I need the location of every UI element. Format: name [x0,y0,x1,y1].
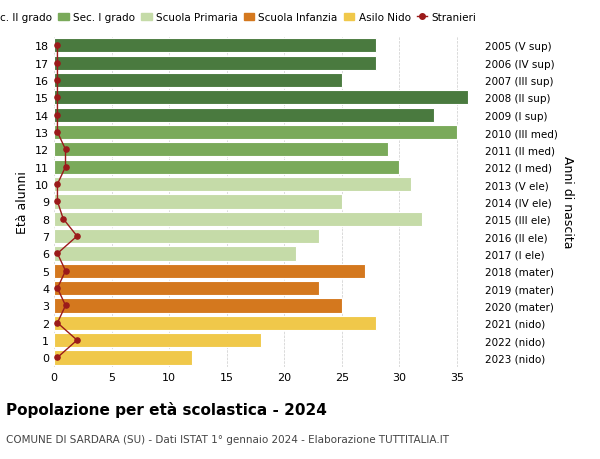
Bar [54,91,469,105]
Y-axis label: Età alunni: Età alunni [16,171,29,233]
Bar [54,195,342,209]
Bar [54,247,296,261]
Point [53,77,62,84]
Point [72,233,82,240]
Point [61,146,70,154]
Text: COMUNE DI SARDARA (SU) - Dati ISTAT 1° gennaio 2024 - Elaborazione TUTTITALIA.IT: COMUNE DI SARDARA (SU) - Dati ISTAT 1° g… [6,434,449,444]
Bar [54,299,342,313]
Bar [54,230,319,244]
Bar [54,212,422,226]
Bar [54,178,411,192]
Y-axis label: Anni di nascita: Anni di nascita [562,156,574,248]
Point [53,43,62,50]
Bar [54,333,261,347]
Text: Popolazione per età scolastica - 2024: Popolazione per età scolastica - 2024 [6,402,327,418]
Point [61,302,70,309]
Point [53,354,62,361]
Bar [54,160,400,174]
Bar [54,281,319,296]
Point [61,268,70,275]
Bar [54,316,376,330]
Point [53,181,62,188]
Point [53,198,62,206]
Point [53,250,62,257]
Bar [54,56,376,71]
Point [61,164,70,171]
Bar [54,74,342,88]
Point [53,60,62,67]
Bar [54,39,376,53]
Bar [54,351,192,365]
Point [53,319,62,327]
Point [58,216,68,223]
Point [53,129,62,136]
Point [53,95,62,102]
Bar [54,126,457,140]
Point [53,112,62,119]
Bar [54,143,388,157]
Legend: Sec. II grado, Sec. I grado, Scuola Primaria, Scuola Infanzia, Asilo Nido, Stran: Sec. II grado, Sec. I grado, Scuola Prim… [0,9,481,27]
Bar [54,108,434,123]
Point [53,285,62,292]
Point [72,337,82,344]
Bar [54,264,365,278]
